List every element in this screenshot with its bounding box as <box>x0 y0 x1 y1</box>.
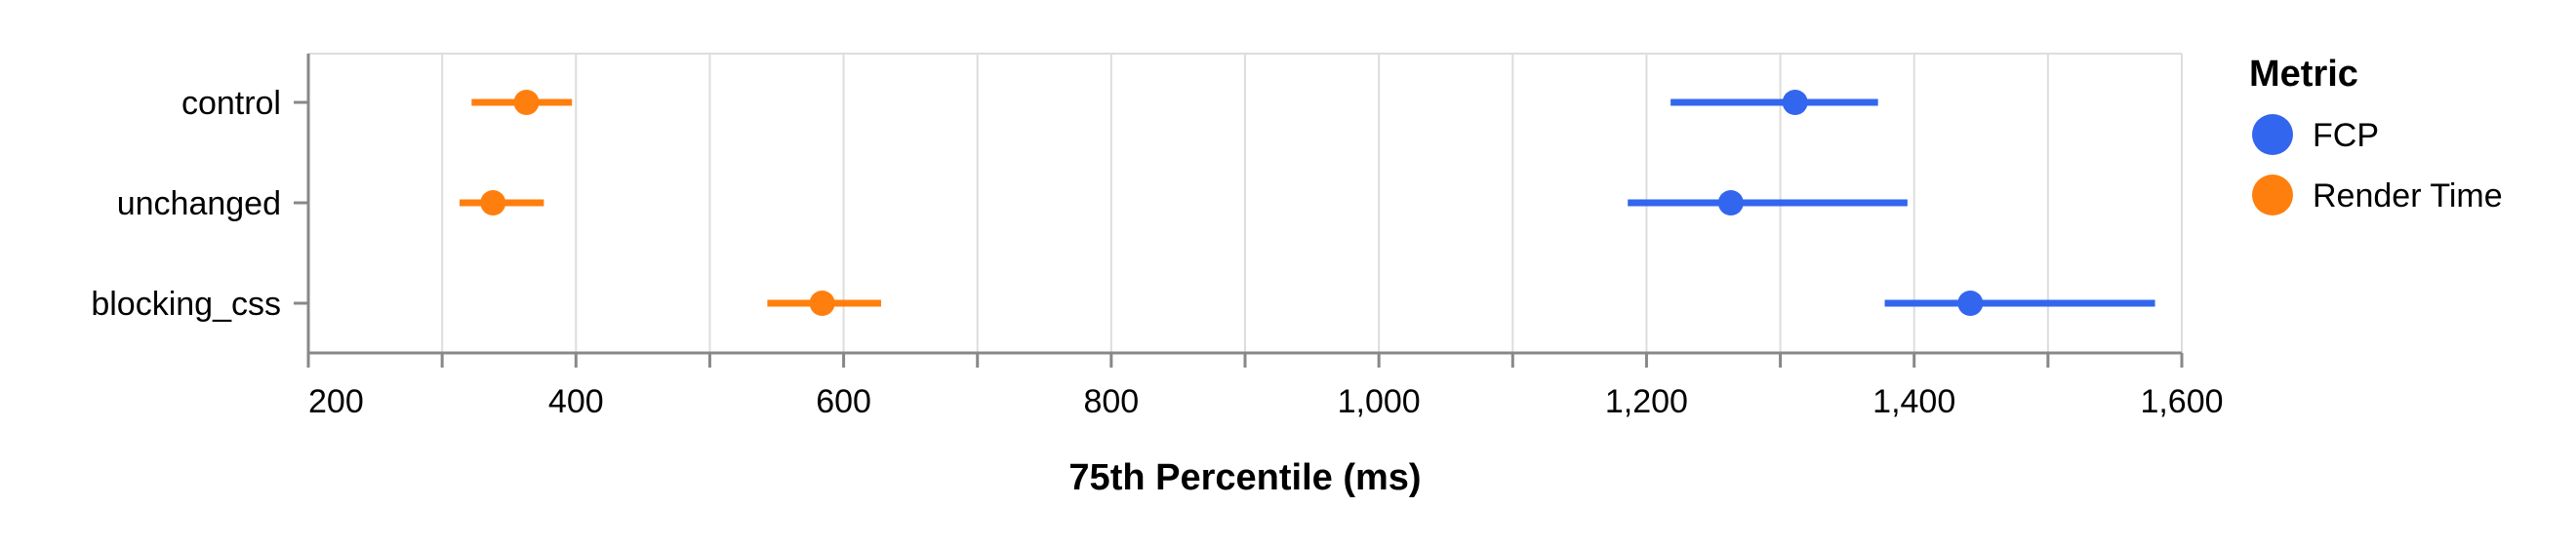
y-tick-label-control: control <box>181 85 281 122</box>
legend-label-fcp: FCP <box>2313 117 2379 154</box>
x-tick-label: 1,600 <box>2140 383 2223 420</box>
legend-label-render-time: Render Time <box>2313 177 2503 214</box>
fcp-point-unchanged <box>1717 190 1744 215</box>
legend-swatch-render-time <box>2252 175 2293 215</box>
render-time-point-control <box>513 90 540 115</box>
data-marks <box>459 90 2155 316</box>
x-tick-label: 600 <box>816 383 871 420</box>
render-time-point-blocking-css <box>809 291 835 316</box>
legend-title: Metric <box>2249 54 2358 95</box>
render-time-point-unchanged <box>480 190 506 215</box>
axes: 200 400 600 800 1,000 1,200 1,400 1,600 control u… <box>91 54 2224 420</box>
legend: Metric FCP Render Time <box>2249 54 2503 215</box>
x-tick-label: 1,200 <box>1605 383 1688 420</box>
legend-swatch-fcp <box>2252 114 2293 155</box>
x-tick-label: 200 <box>308 383 364 420</box>
x-tick-label: 400 <box>548 383 604 420</box>
x-tick-label: 1,000 <box>1338 383 1421 420</box>
y-tick-label-unchanged: unchanged <box>117 185 281 222</box>
y-tick-label-blocking-css: blocking_css <box>91 286 281 323</box>
x-tick-label: 1,400 <box>1872 383 1955 420</box>
x-tick-label: 800 <box>1083 383 1139 420</box>
fcp-point-blocking-css <box>1957 291 1984 316</box>
x-axis-title: 75th Percentile (ms) <box>1068 457 1421 498</box>
fcp-point-control <box>1782 90 1808 115</box>
